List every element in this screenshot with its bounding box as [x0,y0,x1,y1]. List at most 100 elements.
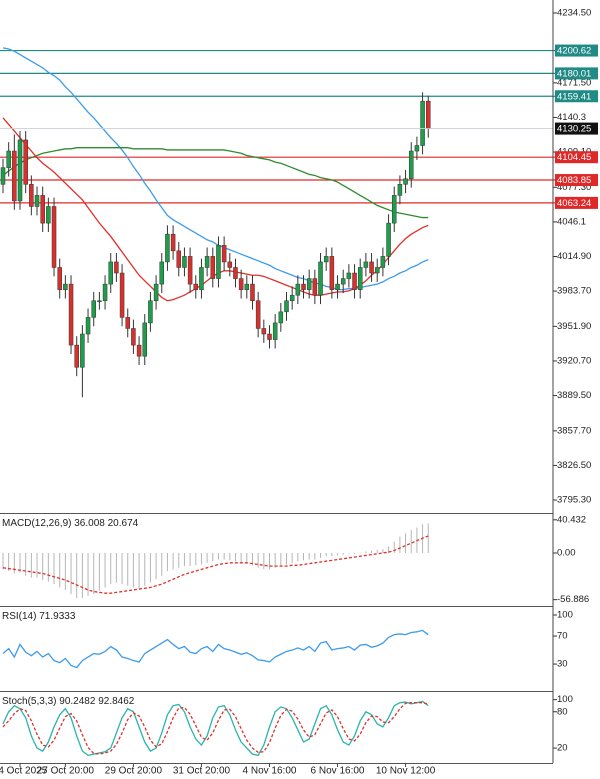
y-tick-label: 4140.3 [557,112,586,123]
candle-body [40,195,45,224]
candle-body [199,267,204,290]
candle-body [261,328,267,335]
candle-body [374,267,380,274]
candle-body [238,278,244,290]
indicator-line [2,629,429,669]
candle-body [165,233,170,263]
candle-body [63,283,68,290]
candle-body [12,150,17,202]
candle-body [131,328,136,346]
level-box [555,174,598,187]
indicator-line [2,47,429,291]
panel-title-value: 36.008 [74,518,105,529]
y-tick-label: -56.886 [557,594,589,605]
candle-body [267,333,272,340]
candle-body [352,272,357,290]
candle-body [91,300,96,318]
candle-body [85,317,91,335]
y-tick-label: 100 [557,694,573,705]
indicator-line [2,700,429,757]
candle-body [318,261,323,296]
candle-body [17,139,23,202]
candle-body [68,283,74,346]
y-tick-label: 4171.50 [557,77,591,88]
indicator-line [2,702,429,755]
y-tick-label: 4046.1 [557,216,586,227]
y-tick-label: 20 [557,743,568,754]
candle-body [102,283,108,301]
candle-body [386,222,391,257]
candle-body [80,333,85,368]
candle-body [323,256,329,263]
candle-body [391,195,397,224]
level-label: 4159.41 [557,91,591,102]
x-tick-label: 10 Nov 12:00 [376,766,436,777]
candle-body [301,283,306,290]
candle-body [408,150,414,180]
candle-body [346,272,352,279]
panel-title-value: 71.9333 [39,611,76,622]
x-tick-label: 4 Nov 16:00 [243,766,297,777]
candle-body [340,278,346,285]
candle-body [227,261,233,268]
candle-body [272,322,278,340]
last-price-box [555,122,598,135]
indicator-line [2,117,429,302]
candle-body [97,300,102,302]
y-tick-label: 4077.30 [557,182,591,193]
candle-body [148,300,153,324]
last-price-label: 4130.25 [557,124,591,135]
panel-title-name: MACD(12,26,9) [2,518,71,529]
candle-body [176,250,182,268]
y-tick-label: 4014.90 [557,251,591,262]
candle-body [403,178,408,185]
level-box [555,196,598,209]
candle-body [182,256,187,268]
candle-body [397,184,403,196]
indicator-line [2,535,429,594]
y-tick-label: 3795.30 [557,495,591,506]
y-tick-label: 3951.90 [557,321,591,332]
candle-body [233,267,238,279]
candle-body [289,294,295,301]
candle-body [136,344,142,357]
panel-title-value: 20.674 [108,518,139,529]
level-box [555,67,598,80]
y-tick-label: 3857.70 [557,425,591,436]
panel-title: RSI(14) 71.9333 [2,611,76,622]
indicator-line [2,147,429,219]
y-tick-label: 3920.70 [557,355,591,366]
x-tick-label: 6 Nov 16:00 [311,766,365,777]
y-tick-label: 4234.50 [557,7,591,18]
panel-title-value: 92.8462 [98,696,135,707]
candle-body [420,100,425,146]
candle-body [153,283,159,301]
candle-body [210,256,216,279]
y-tick-label: 80 [557,706,568,717]
candle-body [295,283,301,296]
candle-body [119,272,125,318]
y-tick-label: 100 [557,610,573,621]
candle-body [255,300,261,329]
candle-body [335,283,340,290]
candle-body [369,261,374,274]
candle-body [204,256,210,268]
level-box [555,151,598,164]
candle-body [159,261,165,285]
candle-body [250,283,255,301]
y-tick-label: 0.00 [557,548,576,559]
y-tick-label: 40.432 [557,514,586,525]
panel-title-value: 90.2482 [59,696,96,707]
level-label: 4063.24 [557,198,591,209]
y-tick-label: 70 [557,631,568,642]
candle-body [114,261,119,274]
x-tick-label: 29 Oct 20:00 [105,766,163,777]
panel-title: MACD(12,26,9) 36.008 20.674 [2,518,139,529]
panel-title-name: Stoch(5,3,3) [2,696,56,707]
candle-body [193,283,199,290]
candle-body [426,100,431,129]
candle-body [244,283,250,290]
candle-body [46,206,51,224]
